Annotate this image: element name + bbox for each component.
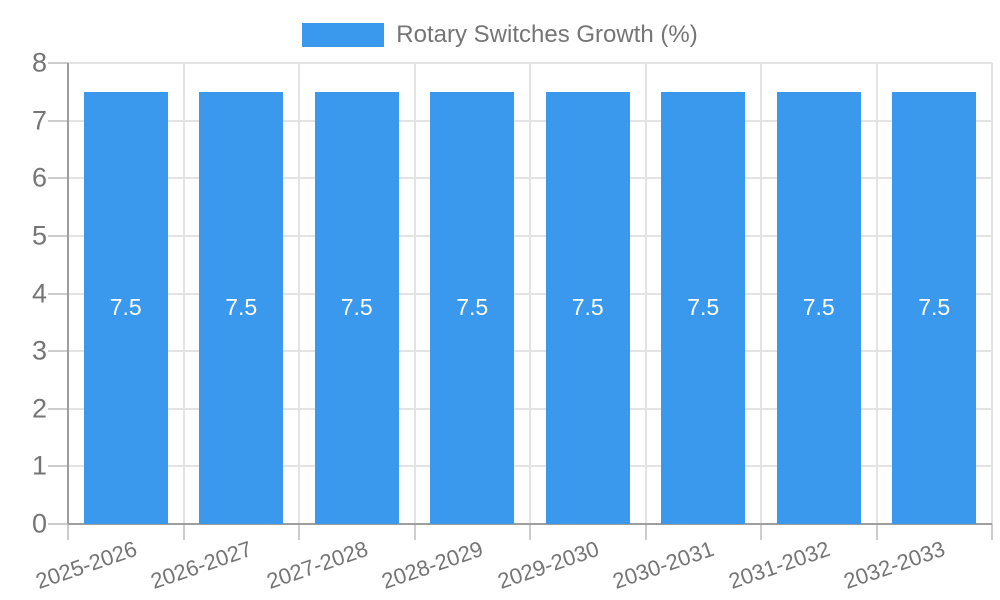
y-axis-tick [48,465,68,468]
gridline-vertical [182,63,185,524]
x-axis-tick [644,524,647,540]
y-axis-label: 0 [31,508,47,539]
x-axis-tick [67,524,69,540]
gridline-vertical [298,63,300,524]
x-axis-tick [298,524,300,540]
y-axis-tick [48,62,68,64]
y-axis-tick [48,177,68,180]
y-axis-tick [48,234,68,237]
x-axis-tick [760,524,762,540]
y-axis-label: 5 [31,220,47,251]
y-axis-tick [48,523,68,525]
bar[interactable] [430,91,515,524]
x-axis-tick [529,524,531,540]
gridline-vertical [760,63,762,524]
x-axis-tick [182,524,185,540]
x-axis-tick [413,524,416,540]
y-axis-label: 4 [31,278,47,308]
legend-swatch [302,23,385,47]
bar[interactable] [892,91,977,524]
y-axis-label: 7 [31,105,47,136]
x-axis-line [68,523,992,525]
y-axis-label: 6 [31,162,47,193]
y-axis-tick [48,119,68,122]
y-axis-line [67,63,69,524]
bar-value-label: 7.5 [802,293,835,320]
y-axis-label: 2 [31,393,47,424]
y-axis-tick [48,292,68,295]
x-axis-tick [875,524,878,540]
legend-label: Rotary Switches Growth (%) [396,21,698,48]
gridline-vertical [991,63,993,524]
y-axis-tick [48,350,68,353]
bar-value-label: 7.5 [109,293,142,320]
bar-value-label: 7.5 [918,293,951,320]
bar-value-label: 7.5 [225,293,258,320]
y-axis-label: 3 [31,335,47,366]
legend[interactable]: Rotary Switches Growth (%) [0,20,1000,50]
bar[interactable] [83,91,168,524]
bar[interactable] [199,91,284,524]
y-axis-tick [48,407,68,410]
bar[interactable] [661,91,746,524]
bar-value-label: 7.5 [456,293,489,320]
gridline-vertical [413,63,416,524]
gridline-vertical [875,63,878,524]
gridline-vertical [644,63,647,524]
bar-value-label: 7.5 [687,293,720,320]
bar[interactable] [314,91,399,524]
bar[interactable] [776,91,861,524]
gridline-vertical [529,63,531,524]
bar-value-label: 7.5 [340,293,373,320]
bar[interactable] [545,91,630,524]
x-axis-tick [991,524,993,540]
y-axis-label: 8 [31,47,47,78]
bar-value-label: 7.5 [571,293,604,320]
y-axis-label: 1 [31,450,47,481]
